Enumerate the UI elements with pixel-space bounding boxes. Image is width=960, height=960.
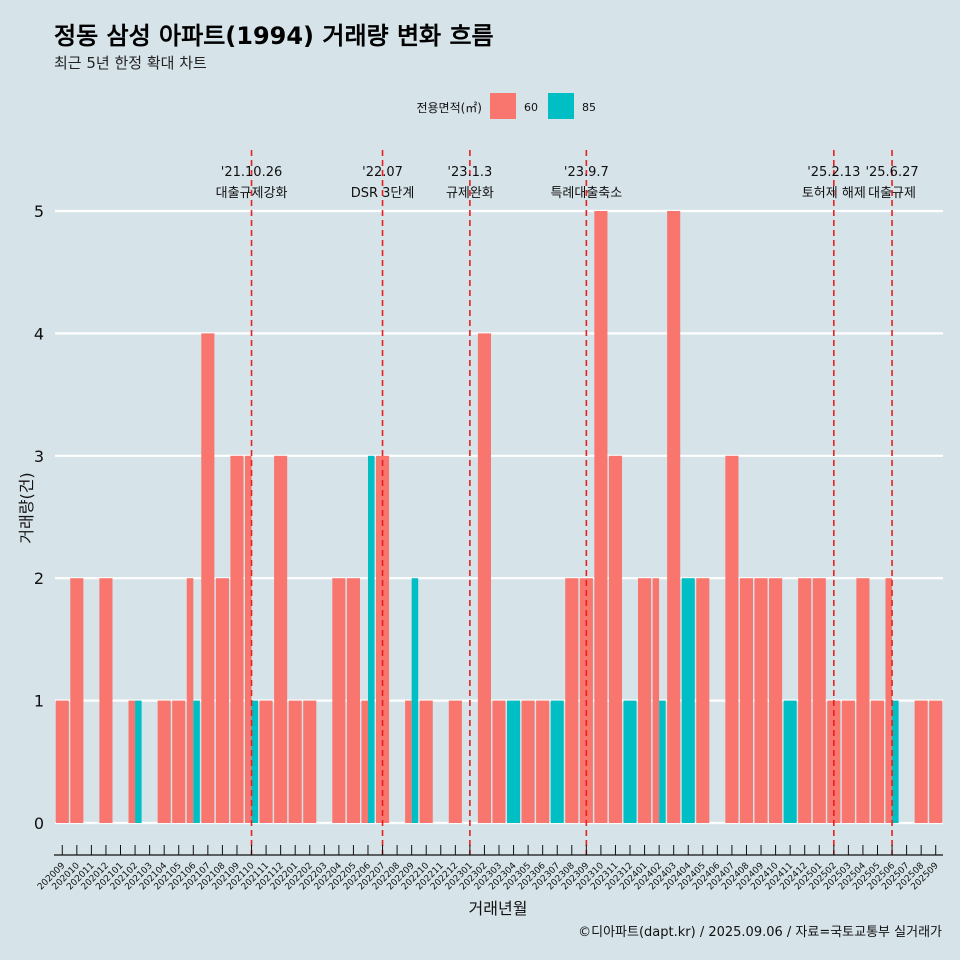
bar-202204-60 [332,578,346,823]
bar-202106-85 [193,700,200,823]
bar-202102-60 [128,700,136,823]
bar-202107-60 [201,333,215,823]
y-axis-label: 거래량(건) [17,472,36,543]
event-policy-label: 토허제 해제 [802,186,866,201]
bar-202307-85 [550,700,564,823]
bar-202201-60 [288,700,302,823]
bar-202505-60 [870,700,885,823]
bar-202408-60 [739,578,754,823]
bar-202403-60 [667,211,681,823]
bar-202108-60 [215,578,229,823]
bar-202105-60 [172,700,186,823]
bar-202508-60 [914,700,928,823]
event-date-label: '22.07 [362,165,403,180]
bar-202112-60 [274,455,288,823]
bar-202409-60 [754,578,768,823]
chart-title: 정동 삼성 아파트(1994) 거래량 변화 흐름 [54,22,494,50]
bar-202104-60 [157,700,171,823]
bar-202501-60 [812,578,826,823]
bar-202311-60 [608,455,623,823]
bar-202207-60 [375,455,390,823]
y-tick-label: 1 [34,692,44,711]
bar-202402-60 [652,578,660,823]
event-date-label: '21.10.26 [221,165,282,180]
bars [55,211,943,823]
x-axis-label: 거래년월 [469,899,528,918]
legend-title: 전용면적(㎡) [416,101,482,115]
bar-202009-60 [55,700,69,823]
bar-202303-60 [492,700,506,823]
bar-202205-60 [346,578,360,823]
bar-202210-60 [419,700,433,823]
bar-202402-85 [659,700,666,823]
event-date-label: '23.1.3 [447,165,492,180]
bar-202302-60 [477,333,491,823]
bar-202401-60 [638,578,652,823]
y-tick-label: 3 [34,447,44,466]
event-date-label: '25.6.27 [865,165,918,180]
y-tick-label: 5 [34,202,44,221]
event-policy-label: DSR 3단계 [351,186,415,201]
bar-202110-60 [244,455,252,823]
bar-202109-60 [230,455,244,823]
bar-202306-60 [536,700,550,823]
bar-202304-85 [507,700,521,823]
bar-202206-60 [361,700,368,823]
legend-swatch-60 [490,93,516,119]
bar-202106-60 [186,578,194,823]
legend-label-60: 60 [524,101,538,114]
bar-202012-60 [99,578,113,823]
event-policy-label: 대출규제강화 [216,186,288,201]
legend-label-85: 85 [582,101,596,114]
bar-202504-60 [856,578,870,823]
legend: 전용면적(㎡) 60 85 [416,93,596,119]
y-tick-label: 2 [34,569,44,588]
bar-202407-60 [725,455,739,823]
bar-202202-60 [303,700,317,823]
bar-202111-60 [259,700,273,823]
y-tick-label: 0 [34,814,44,833]
bar-202405-60 [696,578,710,823]
bar-202305-60 [521,700,535,823]
chart-caption: ©디아파트(dapt.kr) / 2025.09.06 / 자료=국토교통부 실… [578,925,942,940]
event-date-label: '25.2.13 [807,165,860,180]
bar-202506-85 [892,700,899,823]
event-policy-label: 규제완화 [446,186,494,201]
bar-202212-60 [448,700,462,823]
event-policy-label: 특례대출축소 [550,186,622,201]
bar-202209-60 [405,700,412,823]
bar-202506-60 [885,578,893,823]
bar-202102-85 [135,700,142,823]
bar-202411-85 [783,700,797,823]
event-date-label: '23.9.7 [564,165,609,180]
x-axis-ticks [61,845,937,855]
bar-202209-85 [411,578,419,823]
y-tick-label: 4 [34,324,44,343]
bar-202412-60 [798,578,812,823]
bar-202503-60 [841,700,855,823]
y-axis-tick-labels: 0 1 2 3 4 5 [34,202,44,833]
bar-202310-60 [594,211,608,823]
bar-202509-60 [929,700,943,823]
policy-event-lines: '21.10.26 대출규제강화 '22.07 DSR 3단계 '23.1.3 규제완화 '… [216,150,919,855]
bar-202110-85 [251,700,259,823]
chart-subtitle: 최근 5년 한정 확대 차트 [54,54,207,72]
bar-202308-60 [565,578,579,823]
legend-swatch-85 [548,93,574,119]
event-policy-label: 대출규제 [868,186,916,201]
bar-202312-85 [623,700,637,823]
bar-202010-60 [70,578,84,823]
bar-202404-85 [681,578,695,823]
bar-202206-85 [367,455,375,823]
bar-202410-60 [769,578,783,823]
